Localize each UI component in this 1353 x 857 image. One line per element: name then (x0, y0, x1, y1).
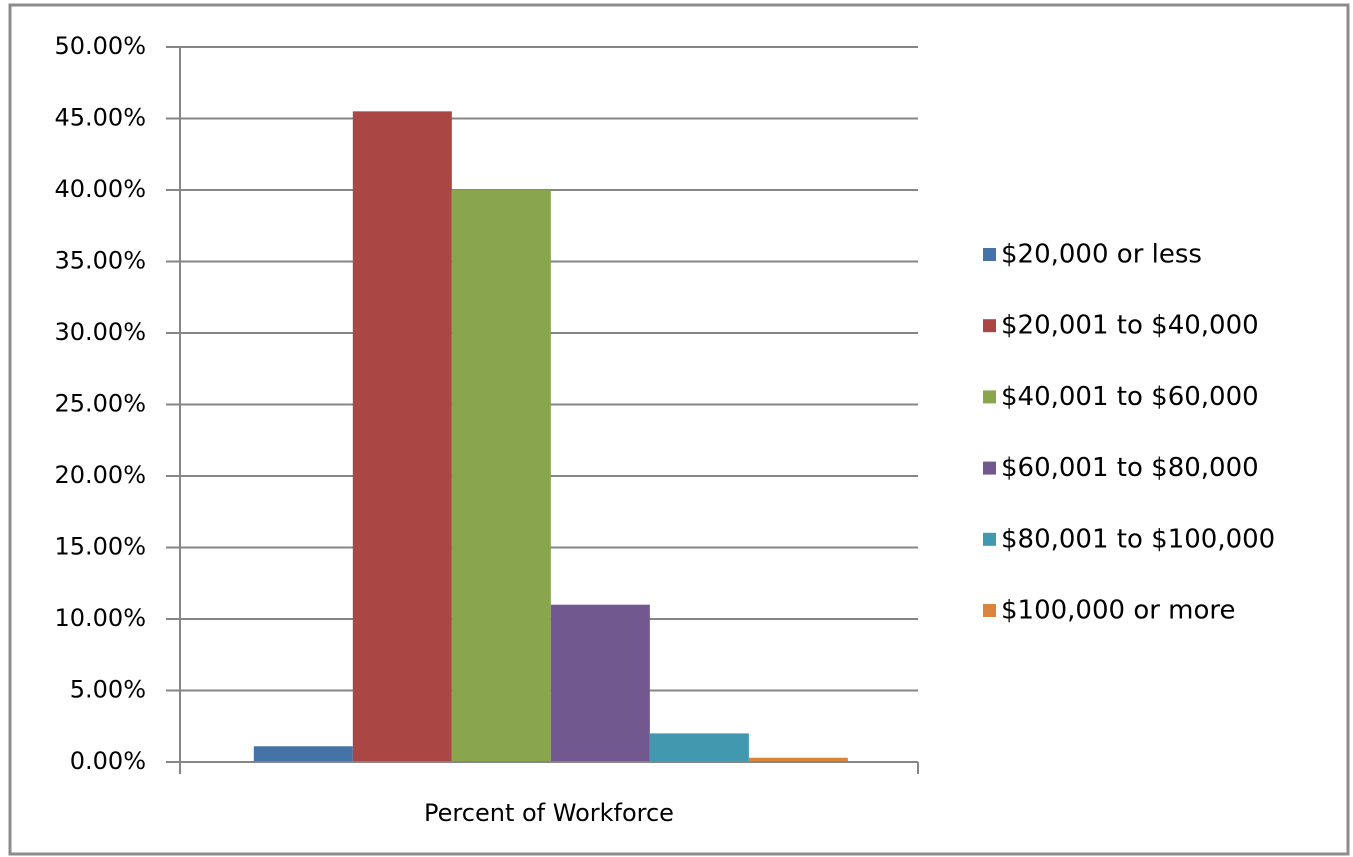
bar (253, 746, 353, 762)
y-tick-label: 40.00% (54, 175, 146, 203)
bar (451, 190, 551, 762)
y-tick-label: 50.00% (54, 32, 146, 60)
legend-label: $40,001 to $60,000 (1001, 382, 1259, 412)
legend-swatch (983, 532, 996, 546)
legend-label: $20,000 or less (1001, 240, 1202, 270)
legend-label: $80,001 to $100,000 (1001, 524, 1275, 554)
y-tick-label: 30.00% (54, 318, 146, 346)
x-tick-label: Percent of Workforce (424, 799, 674, 827)
bar (748, 757, 848, 762)
y-tick-label: 10.00% (54, 604, 146, 632)
bar (352, 111, 452, 763)
y-tick-label: 25.00% (54, 390, 146, 418)
y-tick-label: 45.00% (54, 104, 146, 132)
legend-swatch (983, 390, 996, 404)
legend-label: $100,000 or more (1001, 596, 1236, 626)
legend-swatch (983, 319, 996, 333)
legend-swatch (983, 248, 996, 261)
legend-swatch (983, 461, 996, 475)
y-tick-label: 35.00% (54, 247, 146, 275)
legend-swatch (983, 604, 996, 617)
y-tick-label: 20.00% (54, 461, 146, 489)
legend-label: $60,001 to $80,000 (1001, 453, 1259, 483)
bar (550, 604, 650, 762)
legend-label: $20,001 to $40,000 (1001, 311, 1259, 341)
y-tick-label: 15.00% (54, 533, 146, 561)
y-tick-label: 5.00% (70, 676, 146, 704)
chart-frame (8, 3, 1350, 856)
bar (649, 733, 749, 762)
y-tick-label: 0.00% (70, 747, 146, 775)
